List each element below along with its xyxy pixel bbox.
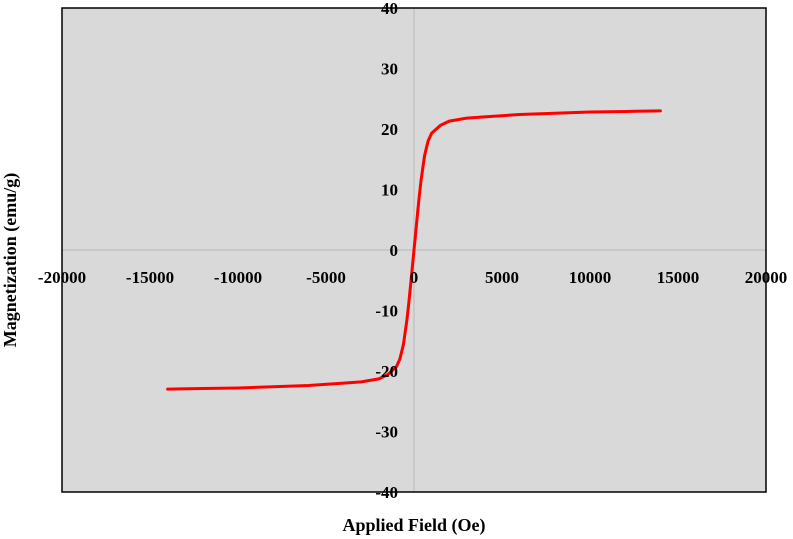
y-axis-title: Magnetization (emu/g)	[0, 173, 21, 347]
tick-labels: -20000 -15000 -10000 -5000 0 5000 10000 15000 20…	[38, 0, 787, 502]
y-tick-label: 30	[381, 60, 398, 79]
x-tick-label: 15000	[657, 268, 700, 287]
x-tick-label: 0	[410, 268, 419, 287]
x-tick-label: -10000	[214, 268, 262, 287]
x-tick-label: 5000	[485, 268, 519, 287]
y-tick-label: 10	[381, 181, 398, 200]
y-tick-label: -30	[375, 423, 398, 442]
plot-frame	[61, 7, 767, 493]
y-tick-label: 0	[390, 241, 399, 260]
x-tick-label: 10000	[569, 268, 612, 287]
series-line-0	[166, 109, 662, 391]
x-axis-title: Applied Field (Oe)	[343, 515, 486, 536]
y-tick-label: 20	[381, 120, 398, 139]
y-tick-label: 40	[381, 0, 398, 18]
y-tick-label: -10	[375, 302, 398, 321]
series-layer	[166, 109, 662, 391]
y-tick-label: -20	[375, 362, 398, 381]
x-tick-label: -15000	[126, 268, 174, 287]
x-tick-label: -5000	[306, 268, 346, 287]
